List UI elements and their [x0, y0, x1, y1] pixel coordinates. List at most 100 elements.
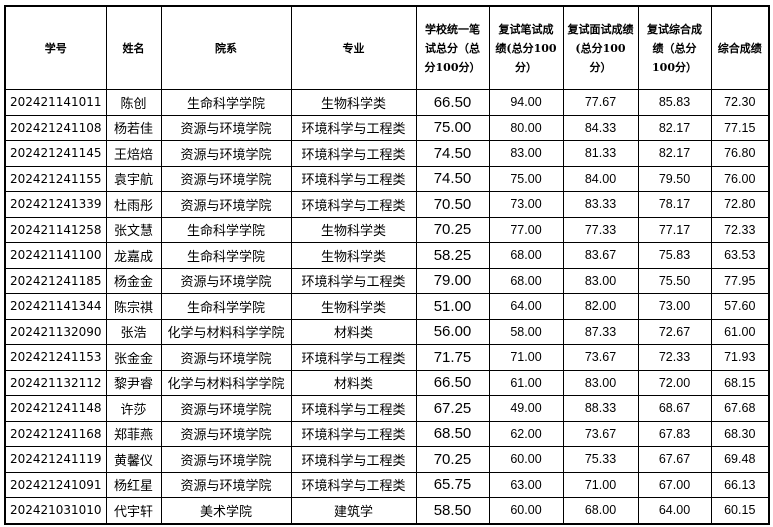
student-name-cell: 张金金	[105, 344, 162, 371]
header-student-id: 学号	[4, 5, 107, 90]
student-id-cell: 202421241145	[4, 140, 107, 167]
major-cell: 生物科学类	[290, 242, 417, 269]
final-score-cell: 67.68	[710, 395, 770, 422]
student-name-cell: 杨若佳	[105, 114, 162, 141]
student-id-cell: 202421141100	[4, 242, 107, 269]
retest-interview-cell: 71.00	[562, 471, 639, 498]
department-cell: 资源与环境学院	[160, 420, 292, 447]
retest-written-cell: 58.00	[488, 318, 564, 345]
major-cell: 环境科学与工程类	[290, 140, 417, 167]
major-cell: 材料类	[290, 369, 417, 396]
retest-interview-cell: 77.67	[562, 89, 639, 116]
student-id-cell: 202421241153	[4, 344, 107, 371]
department-cell: 资源与环境学院	[160, 446, 292, 473]
table-row: 202421241145 王焙焙 资源与环境学院 环境科学与工程类 74.50 83.00…	[4, 140, 770, 167]
retest-written-cell: 83.00	[488, 140, 564, 167]
retest-interview-cell: 68.00	[562, 497, 639, 524]
table-row: 202421141344 陈宗祺 生命科学学院 生物科学类 51.00 64.00 82.0…	[4, 293, 770, 320]
exam-total-cell: 56.00	[415, 318, 490, 345]
exam-total-cell: 70.25	[415, 216, 490, 243]
retest-interview-cell: 82.00	[562, 293, 639, 320]
retest-composite-cell: 72.33	[637, 344, 712, 371]
exam-total-cell: 75.00	[415, 114, 490, 141]
retest-composite-cell: 77.17	[637, 216, 712, 243]
retest-written-cell: 94.00	[488, 89, 564, 116]
retest-interview-cell: 83.00	[562, 267, 639, 294]
final-score-cell: 72.33	[710, 216, 770, 243]
exam-total-cell: 74.50	[415, 140, 490, 167]
department-cell: 资源与环境学院	[160, 344, 292, 371]
exam-total-cell: 74.50	[415, 165, 490, 192]
header-retest-composite: 复试综合成绩（总分100分）	[637, 5, 712, 90]
student-id-cell: 202421241185	[4, 267, 107, 294]
retest-written-cell: 63.00	[488, 471, 564, 498]
final-score-cell: 57.60	[710, 293, 770, 320]
major-cell: 环境科学与工程类	[290, 446, 417, 473]
department-cell: 美术学院	[160, 497, 292, 524]
department-cell: 化学与材料科学学院	[160, 318, 292, 345]
student-name-cell: 黎尹睿	[105, 369, 162, 396]
student-name-cell: 张浩	[105, 318, 162, 345]
student-name-cell: 杜雨彤	[105, 191, 162, 218]
retest-composite-cell: 67.00	[637, 471, 712, 498]
retest-written-cell: 80.00	[488, 114, 564, 141]
student-id-cell: 202421031010	[4, 497, 107, 524]
department-cell: 化学与材料科学学院	[160, 369, 292, 396]
header-exam-total: 学校统一笔试总分（总分100分）	[415, 5, 490, 90]
retest-interview-cell: 87.33	[562, 318, 639, 345]
table-row: 202421031010 代宇轩 美术学院 建筑学 58.50 60.00 68.00 64.…	[4, 497, 770, 524]
retest-interview-cell: 73.67	[562, 344, 639, 371]
final-score-cell: 66.13	[710, 471, 770, 498]
retest-composite-cell: 67.67	[637, 446, 712, 473]
retest-written-cell: 60.00	[488, 497, 564, 524]
table-row: 202421241155 袁宇航 资源与环境学院 环境科学与工程类 74.50 75.00…	[4, 165, 770, 192]
retest-composite-cell: 64.00	[637, 497, 712, 524]
exam-total-cell: 66.50	[415, 89, 490, 116]
student-id-cell: 202421241148	[4, 395, 107, 422]
retest-written-cell: 62.00	[488, 420, 564, 447]
table-body: 202421141011 陈创 生命科学学院 生物科学类 66.50 94.00 77.67…	[4, 89, 770, 524]
table-row: 202421241108 杨若佳 资源与环境学院 环境科学与工程类 75.00 80.00…	[4, 114, 770, 141]
major-cell: 环境科学与工程类	[290, 191, 417, 218]
retest-interview-cell: 83.33	[562, 191, 639, 218]
table-row: 202421241339 杜雨彤 资源与环境学院 环境科学与工程类 70.50 73.00…	[4, 191, 770, 218]
retest-composite-cell: 73.00	[637, 293, 712, 320]
retest-composite-cell: 79.50	[637, 165, 712, 192]
retest-written-cell: 77.00	[488, 216, 564, 243]
department-cell: 生命科学学院	[160, 216, 292, 243]
table-row: 202421141100 龙嘉成 生命科学学院 生物科学类 58.25 68.00 83.6…	[4, 242, 770, 269]
retest-composite-cell: 85.83	[637, 89, 712, 116]
retest-written-cell: 49.00	[488, 395, 564, 422]
student-name-cell: 龙嘉成	[105, 242, 162, 269]
student-id-cell: 202421241168	[4, 420, 107, 447]
table-row: 202421241153 张金金 资源与环境学院 环境科学与工程类 71.75 71.00…	[4, 344, 770, 371]
retest-composite-cell: 68.67	[637, 395, 712, 422]
table-row: 202421141011 陈创 生命科学学院 生物科学类 66.50 94.00 77.67…	[4, 89, 770, 116]
exam-total-cell: 68.50	[415, 420, 490, 447]
student-name-cell: 许莎	[105, 395, 162, 422]
retest-interview-cell: 83.00	[562, 369, 639, 396]
retest-interview-cell: 77.33	[562, 216, 639, 243]
major-cell: 环境科学与工程类	[290, 267, 417, 294]
table-row: 202421141258 张文慧 生命科学学院 生物科学类 70.25 77.00 77.3…	[4, 216, 770, 243]
retest-interview-cell: 84.00	[562, 165, 639, 192]
student-id-cell: 202421241091	[4, 471, 107, 498]
final-score-cell: 72.80	[710, 191, 770, 218]
exam-total-cell: 67.25	[415, 395, 490, 422]
retest-written-cell: 60.00	[488, 446, 564, 473]
retest-written-cell: 64.00	[488, 293, 564, 320]
department-cell: 资源与环境学院	[160, 114, 292, 141]
header-row: 学号 姓名 院系 专业 学校统一笔试总分（总分100分） 复试笔试成绩(总分100分） 复试…	[4, 5, 770, 90]
header-retest-interview: 复试面试成绩(总分100分）	[562, 5, 639, 90]
major-cell: 环境科学与工程类	[290, 165, 417, 192]
retest-composite-cell: 82.17	[637, 140, 712, 167]
exam-total-cell: 71.75	[415, 344, 490, 371]
retest-composite-cell: 67.83	[637, 420, 712, 447]
major-cell: 生物科学类	[290, 293, 417, 320]
student-id-cell: 202421241339	[4, 191, 107, 218]
final-score-cell: 77.15	[710, 114, 770, 141]
department-cell: 生命科学学院	[160, 89, 292, 116]
student-id-cell: 202421241119	[4, 446, 107, 473]
student-id-cell: 202421141011	[4, 89, 107, 116]
retest-interview-cell: 83.67	[562, 242, 639, 269]
